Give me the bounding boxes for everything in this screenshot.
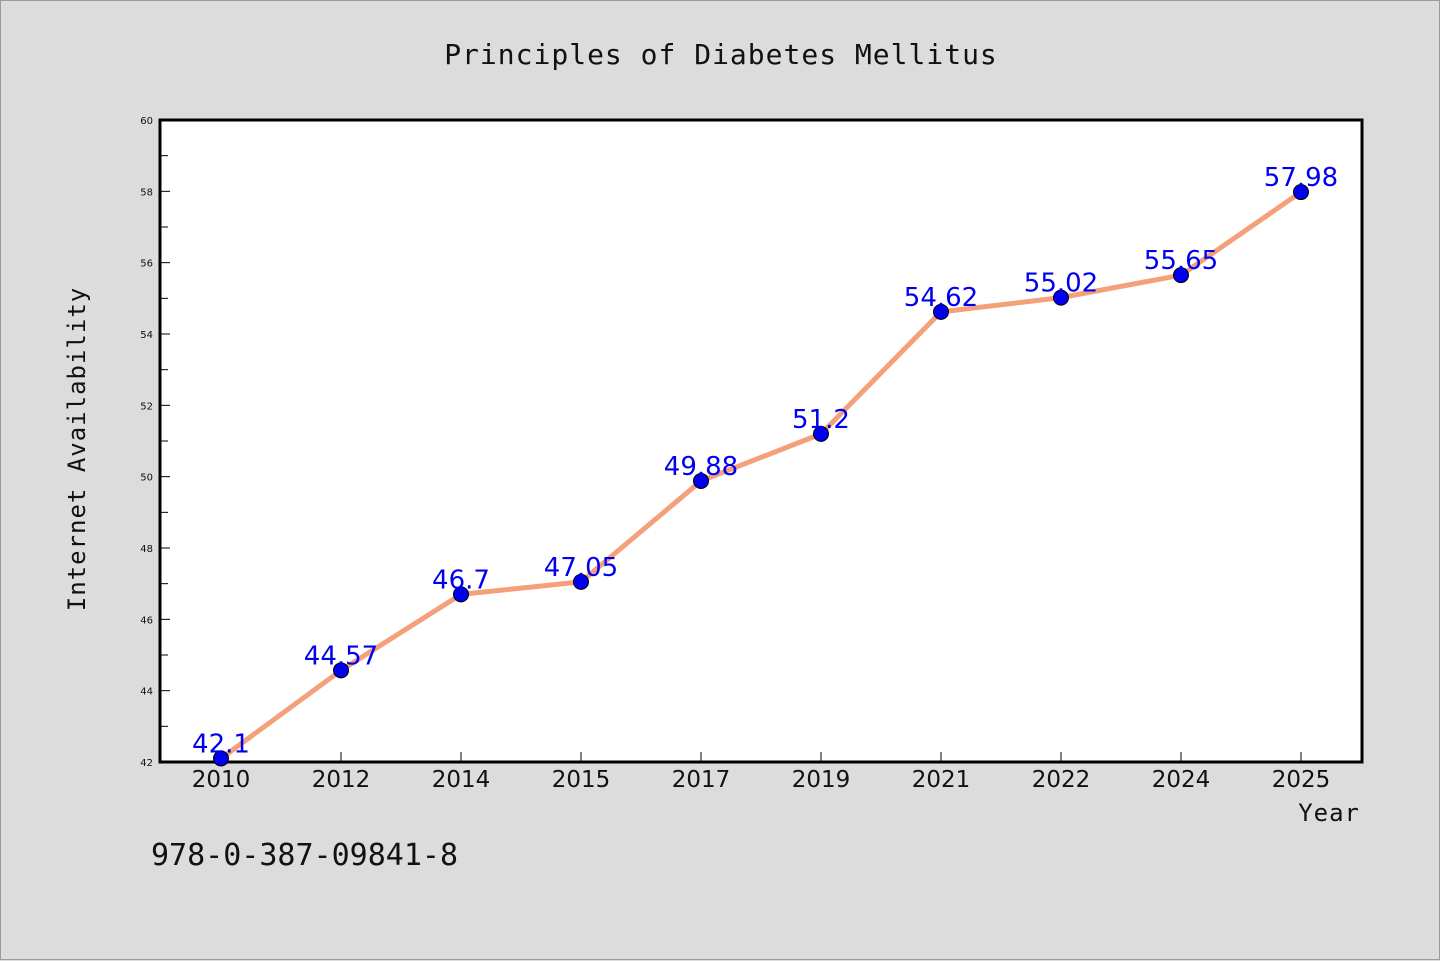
x-tick-label: 2019 [792,767,851,793]
y-tick-label: 52 [140,401,153,412]
data-point [213,750,229,767]
data-point [1293,184,1309,201]
y-tick-label: 56 [140,259,153,270]
isbn-footnote: 978-0-387-09841-8 [151,838,458,873]
data-point [1173,267,1189,284]
x-tick-label: 2021 [912,767,971,793]
data-label: 49.88 [664,452,738,482]
x-axis-label: Year [1298,799,1360,827]
x-tick-label: 2025 [1272,767,1331,793]
data-label: 47.05 [544,553,618,583]
y-tick-label: 60 [140,116,153,127]
y-tick-label: 46 [140,615,153,626]
data-point [573,573,589,590]
series-line [218,189,1304,761]
y-tick-label: 58 [140,187,153,198]
x-tick-label: 2024 [1152,767,1211,793]
data-label: 44.57 [304,641,378,671]
x-tick-label: 2022 [1032,767,1091,793]
data-label: 54.62 [904,283,978,313]
x-axis: 2010 2012 2014 2015 2017 2019 2021 2022 2024 2025 [192,752,1331,793]
data-label: 51.2 [792,405,850,435]
data-label: 46.7 [432,565,490,595]
data-point [333,662,349,679]
x-tick-label: 2012 [312,767,371,793]
chart-title: Principles of Diabetes Mellitus [444,38,998,71]
y-tick-label: 42 [140,758,153,769]
x-tick-label: 2010 [192,767,251,793]
data-point [1053,289,1069,306]
plot-area [158,118,1364,764]
data-point [933,303,949,320]
data-point [453,586,469,603]
data-point [813,425,829,442]
y-tick-label: 44 [140,687,153,698]
series-markers [213,184,1309,767]
data-labels: 42.1 44.57 46.7 47.05 49.88 51.2 54.62 55.02 55.… [192,163,1338,759]
x-tick-label: 2017 [672,767,731,793]
data-point [693,472,709,489]
y-tick-label: 48 [140,544,153,555]
data-label: 57.98 [1264,163,1338,193]
y-tick-label: 50 [140,473,153,484]
data-label: 55.65 [1144,246,1218,276]
y-axis-label: Internet Availability [63,287,91,611]
y-axis: 42 44 46 48 50 52 54 56 58 60 [140,116,170,769]
data-label: 55.02 [1024,269,1098,299]
y-tick-label: 54 [140,330,153,341]
data-label: 42.1 [192,729,250,759]
x-tick-label: 2015 [552,767,611,793]
x-tick-label: 2014 [432,767,491,793]
